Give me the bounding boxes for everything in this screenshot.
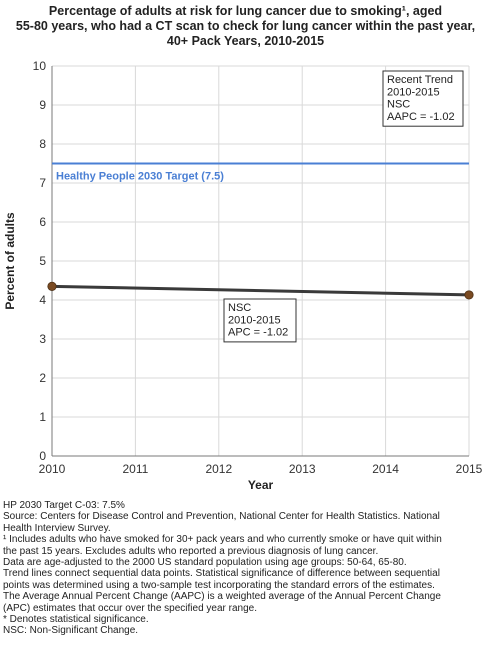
footnote-line: Trend lines connect sequential data poin… (3, 568, 440, 580)
y-tick-label: 0 (39, 449, 46, 463)
x-tick-label: 2012 (205, 462, 232, 476)
line-chart: 0 1 2 3 4 5 6 7 8 9 10 2010 2011 2012 2013 2014 2015 Year… (3, 59, 483, 492)
x-tick-label: 2013 (289, 462, 316, 476)
footnote-line: The Average Annual Percent Change (AAPC)… (3, 591, 441, 603)
recent-trend-box-line: AAPC = -1.02 (387, 111, 455, 123)
footnote-line: Data are age-adjusted to the 2000 US sta… (3, 557, 407, 569)
footnotes: HP 2030 Target C-03: 7.5% Source: Center… (3, 500, 489, 637)
y-tick-label: 1 (39, 410, 46, 424)
data-point (47, 281, 57, 291)
y-tick-label: 9 (39, 98, 46, 112)
recent-trend-box-line: 2010-2015 (387, 86, 440, 98)
target-label: Healthy People 2030 Target (7.5) (56, 171, 224, 183)
footnote-line: ¹ Includes adults who have smoked for 30… (3, 534, 442, 546)
footnote-line: the past 15 years. Excludes adults who r… (3, 545, 379, 557)
footnote-line: (APC) estimates that occur over the spec… (3, 602, 258, 614)
y-tick-label: 10 (33, 59, 47, 73)
footnote-line: points was determined using a two-sample… (3, 579, 435, 591)
footnote-line: NSC: Non-Significant Change. (3, 625, 139, 637)
x-tick-label: 2014 (372, 462, 399, 476)
recent-trend-box-border (382, 70, 464, 127)
segment-trend-box-border (223, 298, 297, 343)
x-tick-label: 2015 (456, 462, 483, 476)
y-tick-label: 7 (39, 176, 46, 190)
footnote-line: * Denotes statistical significance. (3, 614, 149, 626)
segment-trend-box-line: 2010-2015 (228, 314, 281, 326)
footnote-line: Source: Centers for Disease Control and … (3, 511, 440, 523)
y-tick-label: 5 (39, 254, 46, 268)
x-tick-label: 2010 (39, 462, 66, 476)
segment-trend-box-line: NSC (228, 302, 251, 314)
data-point (464, 290, 474, 300)
footnote-line: Health Interview Survey. (3, 522, 111, 534)
x-tick-label: 2011 (122, 462, 148, 476)
y-tick-label: 6 (39, 215, 46, 229)
x-axis-label: Year (248, 478, 274, 492)
chart-title-line: 55-80 years, who had a CT scan to check … (15, 19, 476, 33)
y-tick-label: 4 (39, 293, 46, 307)
y-axis-label: Percent of adults (3, 212, 17, 310)
chart-title: Percentage of adults at risk for lung ca… (10, 4, 481, 49)
series-line (51, 284, 470, 297)
y-tick-label: 2 (39, 371, 46, 385)
chart-title-line: 40+ Pack Years, 2010-2015 (166, 34, 325, 48)
chart-title-line: Percentage of adults at risk for lung ca… (48, 4, 443, 18)
y-tick-label: 3 (39, 332, 46, 346)
footnote-line: HP 2030 Target C-03: 7.5% (3, 500, 125, 511)
segment-trend-box-line: APC = -1.02 (228, 327, 288, 339)
recent-trend-box-line: Recent Trend (387, 74, 453, 86)
y-tick-label: 8 (39, 137, 46, 151)
recent-trend-box-line: NSC (387, 99, 410, 111)
